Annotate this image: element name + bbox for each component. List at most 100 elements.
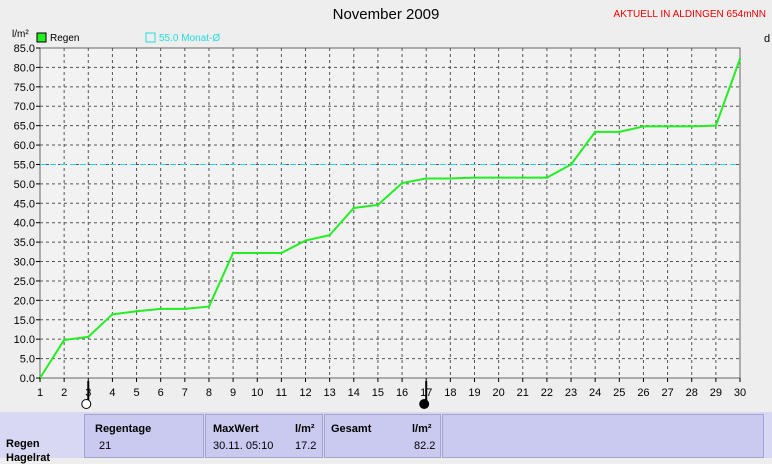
data-point	[738, 57, 742, 61]
x-tick-label: 6	[158, 387, 164, 399]
x-axis: 1234567891011121314151617181920212223242…	[37, 378, 746, 399]
data-point	[618, 130, 621, 134]
x-tick-label: 7	[182, 387, 188, 399]
legend-swatch-reference	[145, 32, 156, 43]
right-axis-label: d	[764, 33, 770, 45]
y-tick-label: 75.0	[14, 82, 35, 94]
x-tick-label: 13	[324, 387, 336, 399]
legend: Regen 55.0 Monat-Ø	[36, 32, 220, 44]
series-group	[38, 57, 742, 380]
full-moon-icon	[81, 399, 92, 409]
x-tick-label: 24	[589, 387, 601, 399]
y-tick-label: 55.0	[14, 159, 35, 171]
data-point	[449, 177, 452, 180]
x-tick-label: 2	[61, 387, 67, 399]
regentage-header: Regentage	[95, 423, 152, 435]
x-tick-label: 25	[613, 387, 625, 399]
data-point	[376, 203, 380, 207]
x-tick-label: 29	[710, 387, 722, 399]
moon-phase-markers	[81, 381, 430, 409]
x-tick-label: 27	[661, 387, 673, 399]
data-point	[473, 176, 476, 179]
y-tick-label: 50.0	[14, 179, 35, 191]
stats-cell-empty	[442, 414, 764, 458]
data-point	[642, 125, 645, 128]
y-tick-label: 60.0	[14, 140, 35, 152]
row-label-hagel: Hagelrat	[6, 452, 51, 464]
legend-label-reference: 55.0 Monat-Ø	[159, 33, 220, 44]
data-point	[497, 176, 500, 179]
x-tick-label: 15	[372, 387, 384, 399]
data-point	[690, 125, 693, 128]
y-tick-label: 85.0	[14, 43, 35, 55]
data-point	[62, 338, 66, 342]
x-tick-label: 28	[686, 387, 698, 399]
x-tick-label: 9	[230, 387, 236, 399]
data-point	[328, 233, 331, 237]
data-point	[352, 206, 355, 210]
row-label-regen: Regen	[6, 438, 40, 450]
data-point	[545, 176, 549, 179]
stats-cell-gesamt: Gesamt l/m² 82.2	[324, 414, 441, 458]
y-tick-label: 20.0	[14, 295, 35, 307]
gesamt-value: 82.2	[414, 440, 436, 452]
data-point	[569, 163, 573, 166]
y-axis: 0.0 5.0 10.0 15.0 20.0 25.0 30.0 35.0 40.0 45.0 50…	[14, 43, 40, 385]
data-point	[304, 239, 307, 242]
x-tick-label: 1	[37, 387, 43, 399]
maxwert-time: 30.11. 05:10	[213, 440, 274, 452]
data-point	[159, 307, 162, 311]
stats-cell-regentage: Regentage 21	[84, 414, 204, 458]
y-tick-label: 25.0	[14, 276, 35, 288]
y-tick-label: 80.0	[14, 62, 35, 74]
maxwert-value: 17.2	[295, 440, 317, 452]
x-tick-label: 22	[541, 387, 553, 399]
new-moon-icon	[419, 399, 430, 409]
gesamt-unit: l/m²	[412, 423, 432, 435]
regentage-value: 21	[99, 440, 112, 452]
data-point	[256, 251, 259, 255]
data-point	[593, 130, 597, 134]
y-axis-label: l/m²	[12, 29, 29, 40]
x-tick-label: 16	[396, 387, 408, 399]
x-tick-label: 26	[637, 387, 649, 399]
plot-area	[39, 47, 741, 379]
data-point	[183, 307, 187, 311]
series-line-regen	[39, 58, 741, 379]
data-point	[666, 125, 669, 128]
y-tick-label: 45.0	[14, 198, 35, 210]
y-tick-label: 0.0	[20, 373, 35, 385]
x-tick-label: 21	[517, 387, 529, 399]
x-tick-label: 8	[206, 387, 212, 399]
x-tick-label: 20	[492, 387, 504, 399]
x-tick-label: 11	[276, 387, 287, 399]
x-tick-label: 19	[468, 387, 480, 399]
x-tick-label: 12	[299, 387, 311, 399]
y-tick-label: 70.0	[14, 101, 35, 113]
grid	[40, 48, 740, 378]
data-point	[87, 335, 90, 339]
chart-title: November 2009	[332, 6, 440, 23]
x-tick-label: 14	[348, 387, 360, 399]
stats-cell-maxwert: MaxWert l/m² 30.11. 05:10 17.2	[205, 414, 323, 458]
legend-swatch-regen	[36, 32, 47, 43]
y-tick-label: 35.0	[14, 237, 35, 249]
data-point	[714, 124, 718, 127]
x-tick-label: 18	[444, 387, 456, 399]
rain-chart: 0.0 5.0 10.0 15.0 20.0 25.0 30.0 35.0 40.0 45.0 50…	[12, 29, 770, 409]
x-tick-label: 4	[109, 387, 115, 399]
y-tick-label: 30.0	[14, 257, 35, 269]
y-tick-label: 40.0	[14, 218, 35, 230]
data-point	[280, 251, 283, 255]
location-label: AKTUELL IN ALDINGEN 654mNN	[613, 9, 766, 20]
x-tick-label: 23	[565, 387, 577, 399]
data-point	[400, 181, 404, 185]
maxwert-unit: l/m²	[295, 423, 315, 435]
x-tick-label: 10	[251, 387, 263, 399]
gesamt-header: Gesamt	[331, 423, 372, 435]
data-point	[231, 251, 235, 255]
data-point	[111, 313, 114, 316]
data-point	[135, 310, 138, 313]
x-tick-label: 5	[133, 387, 139, 399]
data-point	[425, 177, 428, 180]
